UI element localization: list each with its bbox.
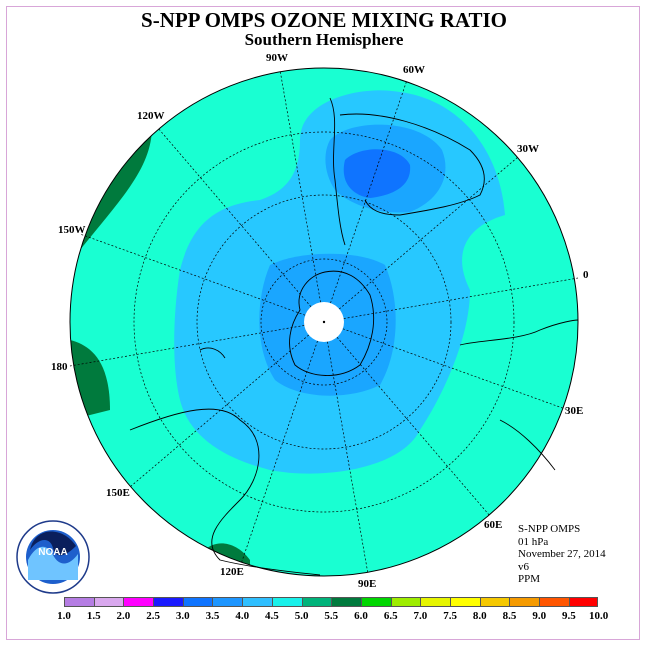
colorbar-tick-label: 6.5 <box>383 610 398 622</box>
info-units: PPM <box>518 573 541 585</box>
info-instrument: S-NPP OMPS <box>518 523 581 535</box>
info-version: v6 <box>518 560 529 573</box>
colorbar-segment <box>301 597 332 607</box>
colorbar-segment <box>271 597 302 607</box>
noaa-logo-text: NOAA <box>38 547 67 558</box>
colorbar-tick-label: 9.5 <box>562 610 576 622</box>
colorbar-segment <box>123 597 154 607</box>
lon-label-120w: 120W <box>137 110 165 122</box>
contour-region-35 <box>343 149 411 198</box>
colorbar-segment <box>390 597 421 607</box>
colorbar-tick-label: 1.0 <box>57 610 71 622</box>
colorbar-segment <box>539 597 569 607</box>
lon-label-90e: 90E <box>358 578 376 590</box>
coastlines <box>129 97 579 576</box>
colorbar-tick-label: 10.0 <box>588 610 609 622</box>
colorbar-tick-label: 6.0 <box>354 610 368 622</box>
colorbar-tick-label: 8.5 <box>502 610 517 622</box>
colorbar-segment <box>449 597 480 607</box>
colorbar-tick-label: 5.5 <box>324 610 339 622</box>
colorbar-ticks: 1.0 1.5 2.0 2.5 3.0 3.5 4.0 4.5 5.0 5.5 6.0 6.5 7.0 7… <box>0 610 648 624</box>
figure-frame <box>6 6 640 640</box>
colorbar-tick-label: 7.5 <box>443 610 457 622</box>
lon-label-30w: 30W <box>517 143 539 155</box>
colorbar-segment <box>568 597 599 607</box>
lon-label-0: 0 <box>583 269 589 281</box>
colorbar-tick-label: 1.5 <box>86 610 101 622</box>
colorbar-segment <box>479 597 510 607</box>
info-date: November 27, 2014 <box>518 548 606 560</box>
noaa-logo: NOAA <box>16 520 90 594</box>
lon-label-90w: 90W <box>266 52 288 64</box>
colorbar-segment <box>182 597 213 607</box>
colorbar-segment <box>93 597 124 607</box>
colorbar-tick-label: 3.0 <box>175 610 190 622</box>
colorbar-segment <box>212 597 243 607</box>
south-pole-marker <box>322 320 326 324</box>
colorbar-segment <box>360 597 391 607</box>
lon-label-30e: 30E <box>565 405 583 417</box>
colorbar-segment <box>242 597 272 607</box>
lon-label-150e: 150E <box>106 487 130 499</box>
colorbar <box>64 597 599 607</box>
map-subtitle: Southern Hemisphere <box>244 30 404 49</box>
colorbar-tick-label: 3.5 <box>205 610 220 622</box>
info-level: 01 hPa <box>518 535 549 548</box>
lon-label-60e: 60E <box>484 519 502 531</box>
colorbar-tick-label: 5.0 <box>294 610 309 622</box>
colorbar-segment <box>420 597 450 607</box>
colorbar-tick-label: 4.5 <box>265 610 279 622</box>
colorbar-tick-label: 7.0 <box>413 610 428 622</box>
lon-label-150w: 150W <box>58 224 86 236</box>
colorbar-segment <box>64 597 94 607</box>
colorbar-tick-label: 9.0 <box>532 610 547 622</box>
colorbar-tick-label: 8.0 <box>472 610 487 622</box>
colorbar-segment <box>331 597 361 607</box>
colorbar-segment <box>509 597 539 607</box>
colorbar-tick-label: 2.5 <box>146 610 160 622</box>
lon-label-180: 180 <box>51 361 68 373</box>
graticule <box>69 69 579 575</box>
lon-label-120e: 120E <box>220 566 244 578</box>
colorbar-segment <box>153 597 183 607</box>
info-panel: S-NPP OMPS 01 hPa November 27, 2014 v6 P… <box>518 523 606 586</box>
map-boundary <box>69 67 579 577</box>
lon-label-60w: 60W <box>403 64 425 76</box>
colorbar-tick-label: 2.0 <box>116 610 131 622</box>
colorbar-tick-label: 4.0 <box>235 610 250 622</box>
map-title: S-NPP OMPS OZONE MIXING RATIO <box>141 8 507 32</box>
